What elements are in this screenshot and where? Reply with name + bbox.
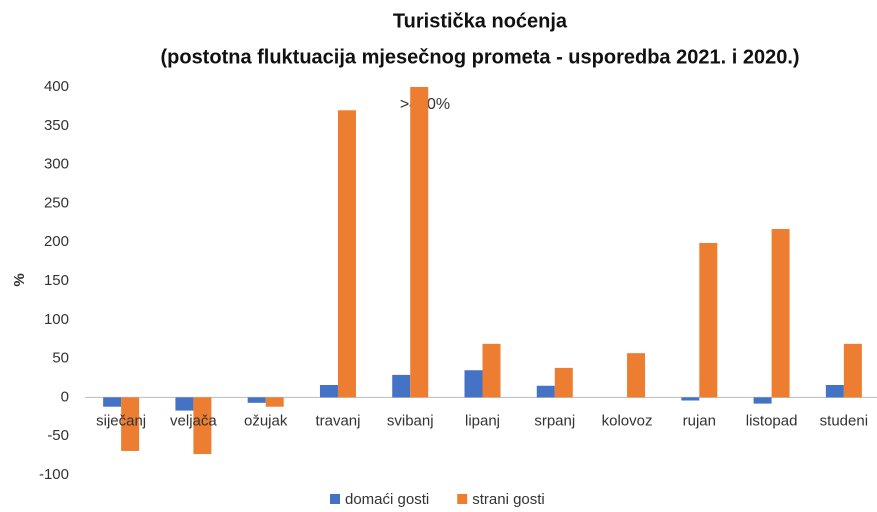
x-tick-label: siječanj [96,412,146,429]
bar [193,397,212,455]
y-tick-label: 300 [44,156,69,173]
bar [843,343,862,398]
bar [753,397,772,404]
x-tick-label: svibanj [387,412,434,429]
bar [247,397,266,403]
y-tick-label: 50 [52,350,69,367]
legend-label: strani gosti [472,491,545,508]
bar [175,397,194,411]
bar [699,242,718,398]
bar [482,343,501,398]
bar [337,110,356,398]
x-tick-label: travanj [315,412,360,429]
bar [319,384,338,398]
y-tick-label: 400 [44,78,69,95]
x-tick-label: veljača [170,412,217,429]
bar [265,397,284,407]
chart-title: Turistička noćenja [393,10,568,32]
y-tick-label: 100 [44,311,69,328]
bar [464,370,483,398]
bar [121,397,140,451]
x-tick-label: rujan [683,412,716,429]
bar [627,353,646,398]
legend-swatch [330,494,340,504]
y-tick-label: 350 [44,117,69,134]
bar [825,384,844,398]
x-tick-label: studeni [820,412,868,429]
bar [771,229,790,398]
y-tick-label: 200 [44,233,69,250]
y-axis-label: % [11,273,28,286]
bar [392,374,411,398]
y-tick-label: -50 [47,427,69,444]
bar [103,397,122,407]
x-tick-label: kolovoz [602,412,653,429]
bar [536,385,555,398]
x-tick-label: listopad [746,412,798,429]
legend-label: domaći gosti [345,491,429,508]
x-tick-label: lipanj [465,412,500,429]
bar [554,367,573,398]
x-tick-label: ožujak [244,412,288,429]
bar [410,87,429,398]
y-tick-label: 0 [61,388,69,405]
bar [681,397,700,401]
x-tick-label: srpanj [534,412,575,429]
legend-swatch [457,494,468,504]
y-tick-label: -100 [39,466,69,483]
y-tick-label: 150 [44,272,69,289]
chart-subtitle: (postotna fluktuacija mjesečnog prometa … [160,46,799,68]
y-tick-label: 250 [44,194,69,211]
